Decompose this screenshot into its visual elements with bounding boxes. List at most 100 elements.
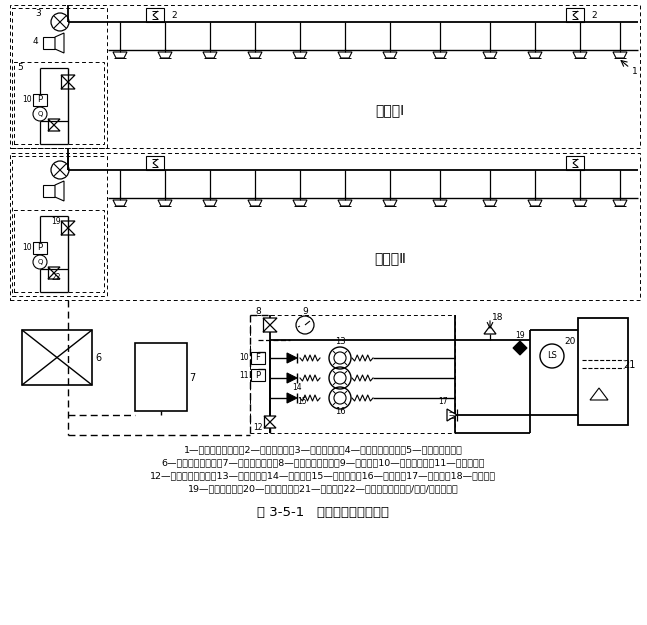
Text: 9: 9 [302,306,308,316]
Text: 12—泄水阀（常闭）；13—消防水泵；14—止回阀；15—柔性接头；16—稳压泵；17—过滤器；18—安全阀；: 12—泄水阀（常闭）；13—消防水泵；14—止回阀；15—柔性接头；16—稳压泵… [150,471,496,481]
Text: 7: 7 [189,373,195,383]
Text: 10: 10 [239,354,249,362]
Polygon shape [61,221,75,228]
Polygon shape [383,52,397,58]
Text: 14: 14 [292,384,302,392]
Bar [22,330,92,385]
Bar [146,8,164,22]
Polygon shape [113,52,127,58]
Polygon shape [61,75,75,82]
Polygon shape [158,52,172,58]
Polygon shape [590,388,608,400]
Text: 10: 10 [22,96,32,104]
Text: 11: 11 [239,371,248,379]
Polygon shape [61,82,75,89]
Polygon shape [55,33,64,53]
Bar [10,153,640,300]
Text: Q: Q [38,259,43,265]
Polygon shape [433,200,447,206]
Polygon shape [263,318,277,325]
Polygon shape [55,181,64,201]
Text: 22: 22 [51,274,61,282]
Polygon shape [528,200,542,206]
Text: P: P [38,96,43,104]
Polygon shape [483,200,497,206]
Text: 图 3-5-1   开式细水雾灭火系统: 图 3-5-1 开式细水雾灭火系统 [257,506,389,519]
Bar [10,5,640,148]
Polygon shape [113,200,127,206]
Text: 19: 19 [51,217,61,226]
Text: 20: 20 [564,338,576,346]
Polygon shape [287,393,297,403]
Polygon shape [43,37,55,49]
Polygon shape [48,125,60,131]
Polygon shape [263,325,277,332]
Polygon shape [383,200,397,206]
Polygon shape [433,52,447,58]
Polygon shape [264,422,276,428]
Polygon shape [264,416,276,422]
Polygon shape [613,200,627,206]
Bar [33,242,47,254]
Polygon shape [287,373,297,383]
Text: 12: 12 [253,424,263,432]
Text: 1: 1 [632,68,638,76]
Bar [12,8,107,148]
Text: 10: 10 [22,244,32,252]
Text: 防护区Ⅱ: 防护区Ⅱ [374,251,406,265]
Text: 防护区Ⅰ: 防护区Ⅰ [375,103,404,117]
Bar [566,8,584,22]
Polygon shape [513,341,527,355]
Text: 17: 17 [438,398,448,406]
Polygon shape [573,52,587,58]
Polygon shape [203,52,217,58]
Text: P: P [256,371,261,379]
Text: LS: LS [547,351,557,361]
Polygon shape [203,200,217,206]
Text: 18: 18 [492,314,504,322]
Text: 16: 16 [334,408,345,416]
Polygon shape [484,326,496,334]
Text: 3: 3 [35,9,41,19]
Polygon shape [48,273,60,279]
Polygon shape [293,52,307,58]
Polygon shape [447,409,457,421]
Polygon shape [248,200,262,206]
Bar [146,156,164,170]
Polygon shape [248,52,262,58]
Bar [14,62,104,144]
Text: P: P [38,244,43,252]
Bar [33,94,47,106]
Polygon shape [573,200,587,206]
Text: F: F [256,354,261,362]
Polygon shape [293,200,307,206]
Text: 21: 21 [623,360,635,370]
Text: Q: Q [38,111,43,117]
Text: 13: 13 [334,338,345,346]
Text: 8: 8 [255,308,261,316]
Text: 4: 4 [32,38,38,46]
Bar [12,156,107,296]
Bar [251,352,265,364]
Polygon shape [528,52,542,58]
Text: 1—开式细水雾喷头；2—火灾探测器；3—喷雾指示灯；4—火灾声光报警器；5—分区控制阀组；: 1—开式细水雾喷头；2—火灾探测器；3—喷雾指示灯；4—火灾声光报警器；5—分区… [184,446,463,454]
Text: 6: 6 [95,353,101,363]
Polygon shape [61,228,75,235]
Text: 19—泄放试验阀；20—液位传感器；21—储水箱；22—分区控制阀（电磁/气动/电动阀）。: 19—泄放试验阀；20—液位传感器；21—储水箱；22—分区控制阀（电磁/气动/… [188,484,458,494]
Polygon shape [338,52,352,58]
Text: 5: 5 [17,64,23,72]
Text: 6—火灾报警控制器；7—消防泵控制柜；8—控制阀（常开）；9—压力表；10—水流传感器；11—压力开关；: 6—火灾报警控制器；7—消防泵控制柜；8—控制阀（常开）；9—压力表；10—水流… [161,459,485,468]
Bar [135,343,187,411]
Bar [566,156,584,170]
Polygon shape [613,52,627,58]
Polygon shape [338,200,352,206]
Text: 2: 2 [171,11,177,19]
Bar [578,318,628,425]
Polygon shape [158,200,172,206]
Polygon shape [43,185,55,197]
Bar [250,315,455,433]
Text: 19: 19 [515,331,525,339]
Bar [14,210,104,292]
Text: 15: 15 [297,398,307,406]
Text: 2: 2 [591,11,597,19]
